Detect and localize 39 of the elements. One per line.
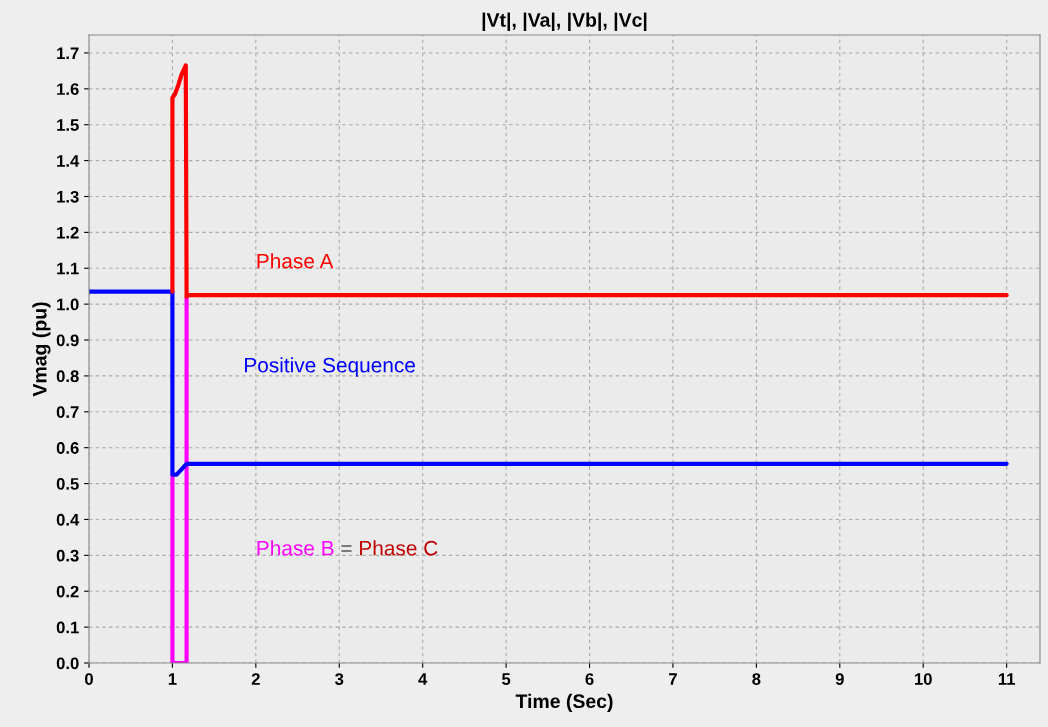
y-tick-label: 1.3 <box>57 190 79 203</box>
y-tick-label: 0.1 <box>56 621 79 634</box>
annotation: Phase C <box>360 540 438 556</box>
x-tick-label: 7 <box>669 673 677 685</box>
y-tick-label: 1.5 <box>57 119 79 131</box>
x-tick-label: 9 <box>835 673 844 685</box>
x-tick-label: 2 <box>251 673 260 685</box>
y-tick-label: 1.0 <box>57 298 79 311</box>
line-series <box>170 63 1009 300</box>
x-tick-label: 8 <box>752 673 761 685</box>
chart-title: |Vt|, |Va|, |Vb|, |Vc| <box>482 12 647 31</box>
x-tick-label: 6 <box>585 673 594 685</box>
x-tick-label: 11 <box>998 673 1015 685</box>
y-tick-label: 1.6 <box>57 83 79 96</box>
y-tick-label: 1.1 <box>57 262 79 275</box>
y-tick-label: 0.5 <box>56 477 79 490</box>
y-tick-label: 0.2 <box>56 585 79 598</box>
x-tick-label: 3 <box>335 673 344 685</box>
y-tick-label: 0.4 <box>56 513 80 526</box>
y-tick-label: 1.4 <box>57 155 80 167</box>
y-tick-label: 0.0 <box>56 657 79 670</box>
y-tick-label: 0.9 <box>56 334 79 347</box>
annotation: = <box>341 545 352 552</box>
x-tick-label: 10 <box>914 673 932 685</box>
x-tick-label: 4 <box>418 673 428 685</box>
x-tick-label: 1 <box>168 673 177 685</box>
text: Phase B <box>257 540 334 556</box>
y-tick-label: 0.8 <box>56 370 79 383</box>
text: Positive Sequence <box>245 357 415 377</box>
y-tick-label: 0.3 <box>56 549 79 562</box>
y-tick-label: 0.6 <box>56 442 79 454</box>
x-tick-label: 5 <box>501 673 511 685</box>
x-axis-title: Time (Sec) <box>515 693 613 712</box>
series-label: Phase A <box>257 253 334 269</box>
y-tick-label: 1.7 <box>57 47 79 59</box>
y-tick-label: 0.7 <box>56 406 79 418</box>
y-axis-title: Vmag (pu) <box>32 302 51 397</box>
x-tick-label: 0 <box>85 673 93 685</box>
y-tick-label: 1.2 <box>57 226 79 239</box>
